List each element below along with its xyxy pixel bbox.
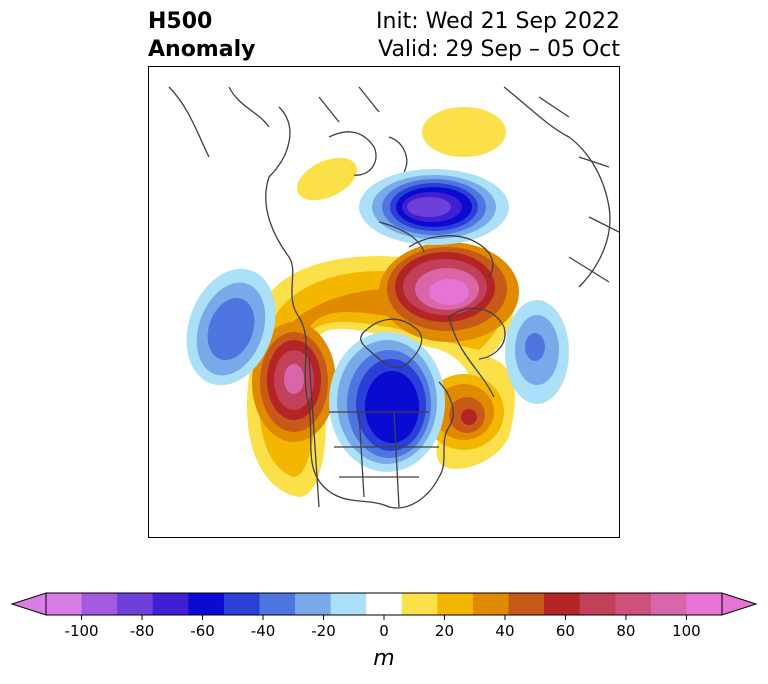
positive-blob-siberia [422,107,506,157]
colorbar-tick-label: -60 [190,622,215,640]
colorbar-segment [437,593,474,615]
colorbar-segments [46,593,723,615]
colorbar-tick-label: -20 [311,622,336,640]
map-title-right: Init: Wed 21 Sep 2022 Valid: 29 Sep – 05… [376,8,620,64]
colorbar-tick-label: 80 [616,622,635,640]
negative-center-arctic [359,169,509,245]
colorbar-segment [508,593,545,615]
colorbar-tick-label: 100 [672,622,701,640]
colorbar-tick-label: -40 [251,622,276,640]
positive-center-greenland [379,242,519,342]
anomaly-map [149,67,619,537]
colorbar-segment [46,593,83,615]
colorbar-segment [686,593,723,615]
colorbar-ticks: -100 -80 -60 -40 -20 0 20 40 60 80 100 [65,615,701,640]
colorbar-segment [650,593,687,615]
colorbar: -100 -80 -60 -40 -20 0 20 40 60 80 100 [0,580,768,680]
positive-center-west-coast [252,322,336,442]
colorbar-segment [152,593,189,615]
colorbar-segment [188,593,225,615]
map-panel [148,66,620,538]
negative-center-pacific [186,268,276,386]
colorbar-svg: -100 -80 -60 -40 -20 0 20 40 60 80 100 [10,592,758,640]
colorbar-segment [544,593,581,615]
colorbar-segment [259,593,296,615]
coastlines [168,86,619,509]
colorbar-segment [117,593,154,615]
colorbar-tick-label: -100 [65,622,99,640]
colorbar-extend-low [10,592,47,616]
init-date: Init: Wed 21 Sep 2022 [376,9,620,34]
colorbar-unit-label: m [373,646,395,671]
colorbar-tick-label: 0 [379,622,389,640]
colorbar-segment [472,593,510,615]
colorbar-segment [330,593,367,615]
valid-period: Valid: 29 Sep – 05 Oct [378,37,620,62]
colorbar-segment [401,593,438,615]
colorbar-tick-label: -80 [130,622,155,640]
colorbar-segment [223,593,260,615]
colorbar-segment [366,593,403,615]
colorbar-extend-high [721,592,758,616]
colorbar-segment [295,593,332,615]
map-title-left: H500 Anomaly [148,8,255,64]
colorbar-tick-label: 40 [495,622,514,640]
colorbar-segment [615,593,652,615]
colorbar-segment [81,593,118,615]
title-variable: H500 [148,9,213,34]
negative-center-north-atlantic [505,300,569,404]
colorbar-segment [579,593,616,615]
positive-blob-europe [297,157,357,201]
colorbar-tick-label: 60 [556,622,575,640]
negative-center-canada [329,332,445,472]
title-field: Anomaly [148,37,256,62]
colorbar-tick-label: 20 [435,622,454,640]
